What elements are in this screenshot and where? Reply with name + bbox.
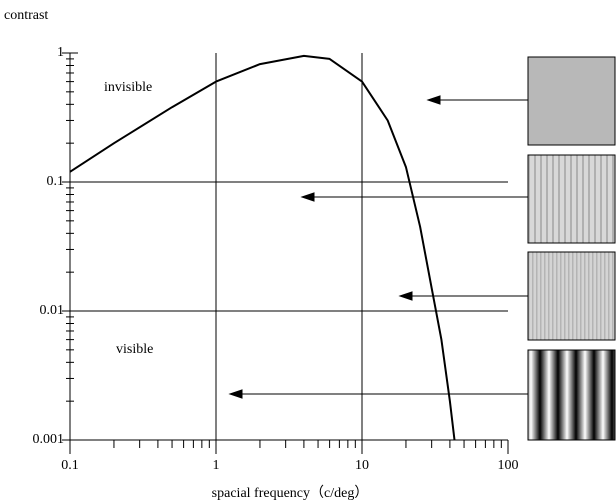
y-axis-label: contrast bbox=[4, 8, 48, 23]
fine-grating bbox=[527, 154, 616, 244]
x-axis-label: spacial frequency（c/deg） bbox=[212, 485, 369, 501]
x-tick-label: 0.1 bbox=[61, 458, 79, 473]
y-tick-label: 1 bbox=[57, 45, 64, 60]
y-tick-label: 0.001 bbox=[33, 432, 65, 447]
curve bbox=[69, 54, 456, 441]
annotation: invisible bbox=[104, 80, 152, 95]
x-tick-label: 10 bbox=[355, 458, 369, 473]
arrowhead bbox=[398, 291, 413, 301]
uniform-patch bbox=[527, 56, 616, 146]
finer-grating bbox=[527, 251, 616, 341]
annotation: visible bbox=[116, 342, 153, 357]
arrowhead bbox=[228, 389, 243, 399]
arrowhead bbox=[300, 192, 315, 202]
y-tick-label: 0.01 bbox=[40, 303, 65, 318]
coarse-grating bbox=[527, 349, 616, 441]
arrowhead bbox=[426, 95, 441, 105]
y-tick-label: 0.1 bbox=[47, 174, 65, 189]
x-tick-label: 1 bbox=[213, 458, 220, 473]
sample-images bbox=[527, 56, 616, 441]
x-tick-label: 100 bbox=[498, 458, 519, 473]
arrows bbox=[228, 95, 528, 399]
